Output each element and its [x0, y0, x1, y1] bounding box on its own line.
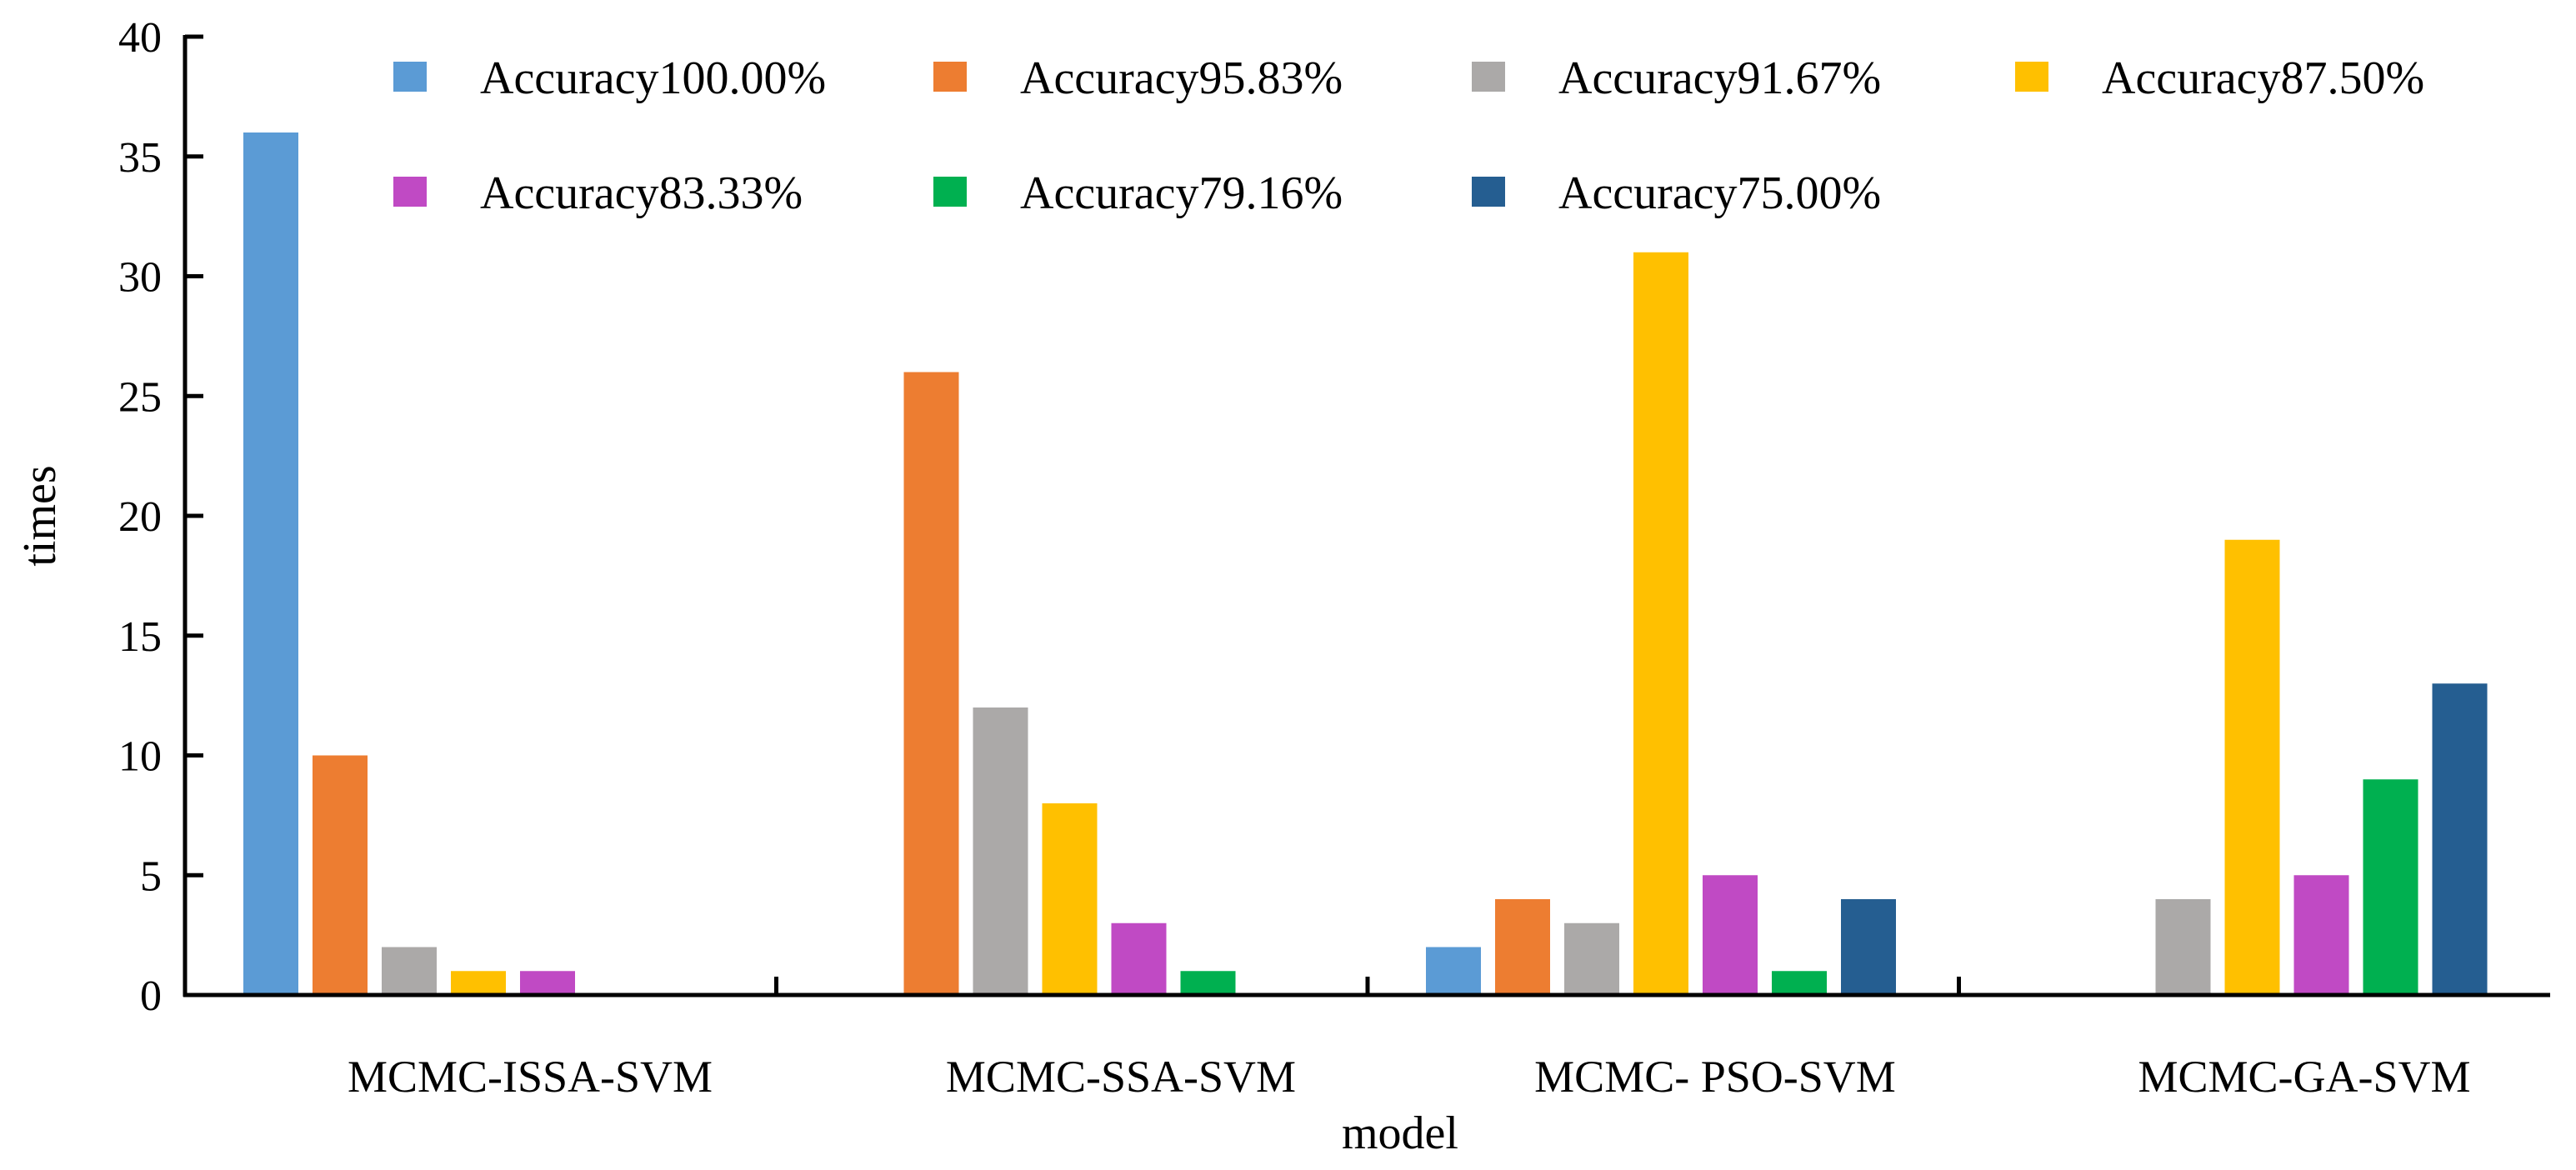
legend-swatch — [1472, 62, 1505, 92]
bar-series-1-cat-1 — [903, 372, 959, 995]
legend-swatch — [933, 177, 967, 207]
legend-label: Accuracy87.50% — [2102, 52, 2424, 104]
y-tick-label: 20 — [118, 493, 162, 541]
bar-series-6-cat-2 — [1841, 899, 1896, 995]
legend-label: Accuracy79.16% — [1020, 168, 1343, 219]
legend-swatch — [1472, 177, 1505, 207]
legend-label: Accuracy91.67% — [1558, 52, 1881, 104]
x-axis-title: model — [1342, 1108, 1458, 1159]
y-axis-title: times — [14, 465, 66, 566]
y-tick-label: 35 — [118, 134, 162, 182]
category-label: MCMC- PSO-SVM — [1534, 1052, 1896, 1102]
legend: Accuracy100.00% Accuracy95.83% Accuracy91.… — [393, 52, 2424, 219]
bar-series-5-cat-1 — [1180, 971, 1236, 995]
category-label: MCMC-GA-SVM — [2138, 1052, 2470, 1102]
legend-swatch — [933, 62, 967, 92]
bar-series-5-cat-2 — [1772, 971, 1827, 995]
bar-series-0-cat-0 — [243, 132, 298, 995]
bar-series-2-cat-2 — [1564, 922, 1619, 995]
legend-swatch — [2015, 62, 2048, 92]
legend-label: Accuracy100.00% — [480, 52, 826, 104]
bar-series-2-cat-1 — [973, 708, 1028, 995]
bar-series-1-cat-0 — [313, 755, 368, 995]
y-tick-label: 15 — [118, 613, 162, 661]
y-tick-label: 30 — [118, 254, 162, 302]
bar-series-4-cat-1 — [1111, 922, 1167, 995]
bar-series-3-cat-3 — [2224, 539, 2280, 995]
bar-series-3-cat-2 — [1633, 252, 1688, 995]
y-tick-label: 10 — [118, 733, 162, 781]
bar-series-5-cat-3 — [2363, 779, 2418, 995]
y-ticks-group: 0 5 10 15 20 25 30 35 40 — [118, 14, 203, 1020]
bar-series-4-cat-2 — [1703, 875, 1758, 995]
bar-series-3-cat-0 — [451, 971, 506, 995]
y-tick-label: 5 — [140, 852, 162, 900]
bar-series-4-cat-0 — [520, 971, 575, 995]
legend-label: Accuracy75.00% — [1558, 168, 1881, 219]
bar-series-6-cat-3 — [2432, 683, 2488, 995]
category-label: MCMC-ISSA-SVM — [348, 1052, 713, 1102]
legend-label: Accuracy95.83% — [1020, 52, 1343, 104]
category-label: MCMC-SSA-SVM — [946, 1052, 1296, 1102]
bar-series-4-cat-3 — [2293, 875, 2349, 995]
legend-label: Accuracy83.33% — [480, 168, 803, 219]
bar-series-1-cat-2 — [1495, 899, 1550, 995]
bars-group — [243, 132, 2488, 995]
bar-series-3-cat-1 — [1042, 803, 1098, 995]
bar-series-2-cat-3 — [2155, 899, 2211, 995]
y-tick-label: 40 — [118, 14, 162, 62]
legend-swatch — [393, 177, 427, 207]
bar-series-0-cat-2 — [1426, 947, 1481, 995]
category-labels-group: MCMC-ISSA-SVM MCMC-SSA-SVM MCMC- PSO-SVM MC… — [348, 977, 2471, 1102]
legend-swatch — [393, 62, 427, 92]
y-tick-label: 0 — [140, 972, 162, 1020]
bar-series-2-cat-0 — [382, 947, 437, 995]
y-tick-label: 25 — [118, 373, 162, 421]
